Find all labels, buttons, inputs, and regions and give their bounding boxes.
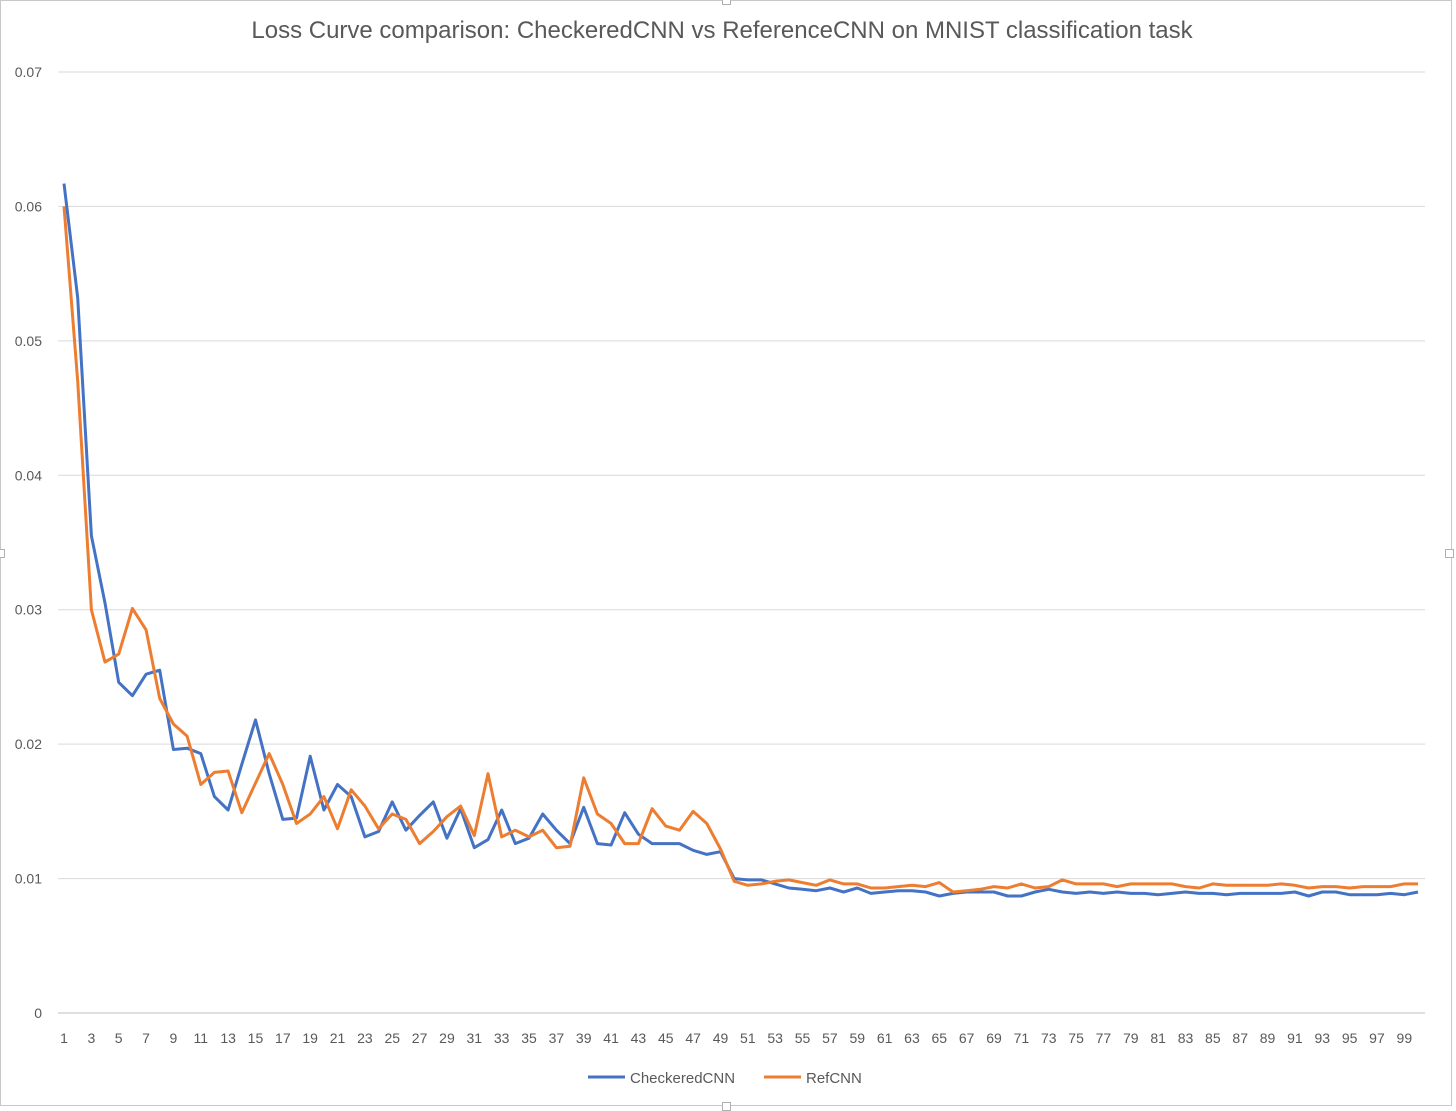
x-tick-label: 15: [248, 1030, 264, 1046]
x-tick-label: 51: [740, 1030, 756, 1046]
y-tick-label: 0.04: [15, 467, 42, 483]
x-tick-label: 75: [1068, 1030, 1084, 1046]
x-tick-label: 41: [603, 1030, 619, 1046]
legend-label-refcnn: RefCNN: [806, 1070, 862, 1087]
x-tick-label: 35: [521, 1030, 537, 1046]
x-tick-label: 19: [302, 1030, 318, 1046]
x-tick-label: 47: [685, 1030, 701, 1046]
x-tick-label: 95: [1342, 1030, 1358, 1046]
y-tick-label: 0: [34, 1005, 42, 1021]
x-tick-label: 55: [795, 1030, 811, 1046]
x-tick-label: 91: [1287, 1030, 1303, 1046]
x-tick-label: 77: [1096, 1030, 1112, 1046]
y-tick-label: 0.06: [15, 198, 42, 214]
x-tick-label: 73: [1041, 1030, 1057, 1046]
x-tick-label: 37: [549, 1030, 565, 1046]
series-line-refcnn: [62, 206, 1418, 894]
y-axis-ticks: 0 0.01 0.02 0.03 0.04 0.05 0.06 0.07: [15, 64, 42, 1021]
series-line-checkeredcnn: [62, 183, 1419, 898]
x-axis-ticks: 1 3 5 7 9 11 13 15 17 19 21 23 25 27 29 31 33 35 37 39 41 43 4…: [60, 1030, 1412, 1046]
x-tick-label: 27: [412, 1030, 428, 1046]
x-tick-label: 71: [1014, 1030, 1030, 1046]
x-tick-label: 3: [87, 1030, 95, 1046]
x-tick-label: 99: [1397, 1030, 1413, 1046]
x-tick-label: 33: [494, 1030, 510, 1046]
resize-handle-top[interactable]: [722, 0, 731, 5]
x-tick-label: 31: [467, 1030, 483, 1046]
x-tick-label: 5: [115, 1030, 123, 1046]
x-tick-label: 7: [142, 1030, 150, 1046]
x-tick-label: 17: [275, 1030, 291, 1046]
x-tick-label: 65: [932, 1030, 948, 1046]
x-tick-label: 83: [1178, 1030, 1194, 1046]
x-tick-label: 85: [1205, 1030, 1221, 1046]
x-tick-label: 23: [357, 1030, 373, 1046]
x-tick-label: 79: [1123, 1030, 1139, 1046]
x-tick-label: 21: [330, 1030, 346, 1046]
x-tick-label: 53: [767, 1030, 783, 1046]
x-tick-label: 87: [1232, 1030, 1248, 1046]
x-tick-label: 63: [904, 1030, 920, 1046]
x-tick-label: 1: [60, 1030, 68, 1046]
x-tick-label: 11: [193, 1030, 208, 1046]
x-tick-label: 81: [1150, 1030, 1166, 1046]
series-lines: [62, 183, 1419, 898]
y-tick-label: 0.03: [15, 602, 42, 618]
y-tick-label: 0.05: [15, 333, 42, 349]
x-tick-label: 43: [631, 1030, 647, 1046]
gridlines: [58, 71, 1425, 1014]
x-tick-label: 29: [439, 1030, 455, 1046]
y-tick-label: 0.07: [15, 64, 42, 80]
x-tick-label: 67: [959, 1030, 975, 1046]
resize-handle-right[interactable]: [1445, 549, 1454, 558]
x-tick-label: 57: [822, 1030, 838, 1046]
x-tick-label: 93: [1314, 1030, 1330, 1046]
chart-title: Loss Curve comparison: CheckeredCNN vs R…: [251, 17, 1193, 44]
x-tick-label: 45: [658, 1030, 674, 1046]
x-tick-label: 9: [170, 1030, 178, 1046]
y-tick-label: 0.01: [15, 871, 42, 887]
x-tick-label: 39: [576, 1030, 592, 1046]
x-tick-label: 61: [877, 1030, 893, 1046]
x-tick-label: 49: [713, 1030, 729, 1046]
x-tick-label: 97: [1369, 1030, 1385, 1046]
x-tick-label: 89: [1260, 1030, 1276, 1046]
x-tick-label: 59: [849, 1030, 865, 1046]
legend-label-checkeredcnn: CheckeredCNN: [630, 1070, 735, 1087]
x-tick-label: 13: [220, 1030, 236, 1046]
x-tick-label: 25: [384, 1030, 400, 1046]
legend: CheckeredCNN RefCNN: [588, 1070, 862, 1087]
y-tick-label: 0.02: [15, 736, 42, 752]
resize-handle-left[interactable]: [0, 549, 5, 558]
x-tick-label: 69: [986, 1030, 1002, 1046]
